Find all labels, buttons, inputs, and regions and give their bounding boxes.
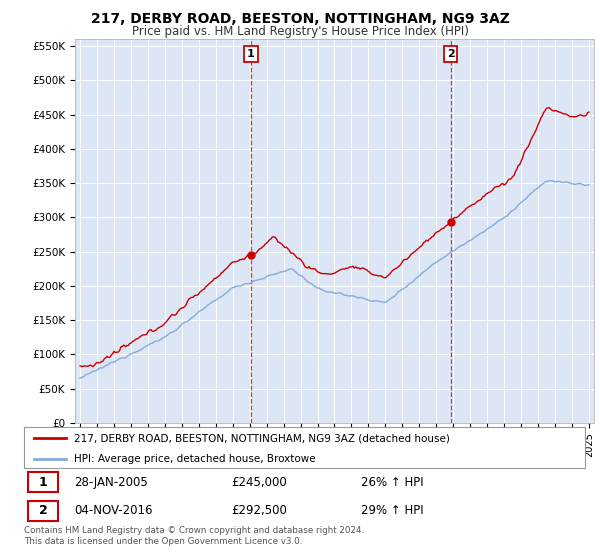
Text: £292,500: £292,500 xyxy=(232,505,287,517)
Text: £245,000: £245,000 xyxy=(232,475,287,489)
Text: 2: 2 xyxy=(38,505,47,517)
Text: 28-JAN-2005: 28-JAN-2005 xyxy=(74,475,148,489)
Text: 1: 1 xyxy=(38,475,47,489)
FancyBboxPatch shape xyxy=(28,472,58,492)
Text: Contains HM Land Registry data © Crown copyright and database right 2024.
This d: Contains HM Land Registry data © Crown c… xyxy=(24,526,364,546)
FancyBboxPatch shape xyxy=(28,501,58,521)
Text: HPI: Average price, detached house, Broxtowe: HPI: Average price, detached house, Brox… xyxy=(74,454,316,464)
Text: 217, DERBY ROAD, BEESTON, NOTTINGHAM, NG9 3AZ: 217, DERBY ROAD, BEESTON, NOTTINGHAM, NG… xyxy=(91,12,509,26)
Text: 29% ↑ HPI: 29% ↑ HPI xyxy=(361,505,423,517)
Text: 217, DERBY ROAD, BEESTON, NOTTINGHAM, NG9 3AZ (detached house): 217, DERBY ROAD, BEESTON, NOTTINGHAM, NG… xyxy=(74,433,451,443)
Text: 2: 2 xyxy=(446,49,454,59)
Text: 26% ↑ HPI: 26% ↑ HPI xyxy=(361,475,423,489)
Text: 04-NOV-2016: 04-NOV-2016 xyxy=(74,505,153,517)
Text: 1: 1 xyxy=(247,49,255,59)
Text: Price paid vs. HM Land Registry's House Price Index (HPI): Price paid vs. HM Land Registry's House … xyxy=(131,25,469,38)
